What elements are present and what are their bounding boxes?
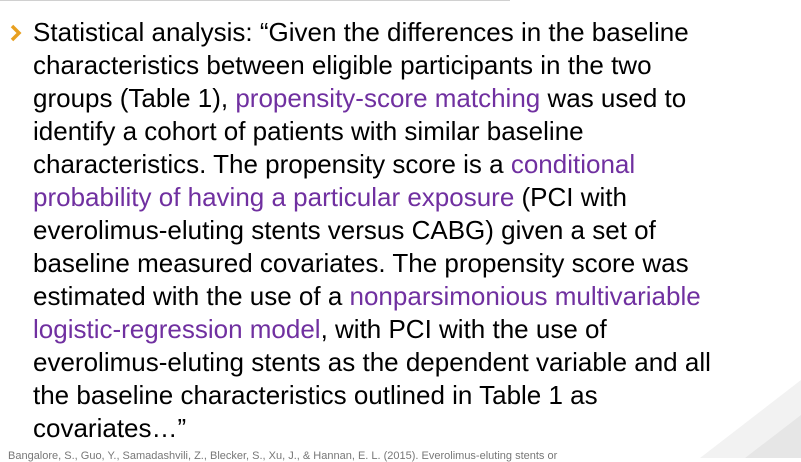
text-segment: conditional xyxy=(510,149,636,179)
text-segment: logistic-regression model xyxy=(33,314,321,344)
text-segment: probability of having a particular expos… xyxy=(33,182,515,212)
text-line: probability of having a particular expos… xyxy=(33,181,711,214)
text-segment: identify a cohort of patients with simil… xyxy=(33,116,584,146)
text-segment: Statistical analysis: “Given the differe… xyxy=(33,17,689,47)
text-segment: the baseline characteristics outlined in… xyxy=(33,380,598,410)
text-segment: groups (Table 1), xyxy=(33,83,236,113)
bullet-chevron xyxy=(10,24,22,42)
text-segment: was used to xyxy=(540,83,687,113)
text-segment: covariates…” xyxy=(33,413,187,443)
text-line: characteristics. The propensity score is… xyxy=(33,148,711,181)
footnote: Bangalore, S., Guo, Y., Samadashvili, Z.… xyxy=(8,450,558,462)
text-segment: nonparsimonious multivariable xyxy=(349,281,701,311)
text-segment: characteristics. The propensity score is… xyxy=(33,149,511,179)
text-line: everolimus-eluting stents versus CABG) g… xyxy=(33,214,711,247)
bullet-text: Statistical analysis: “Given the differe… xyxy=(33,16,711,445)
text-line: logistic-regression model, with PCI with… xyxy=(33,313,711,346)
text-line: Statistical analysis: “Given the differe… xyxy=(33,16,711,49)
text-segment: everolimus-eluting stents as the depende… xyxy=(33,347,711,377)
text-line: estimated with the use of a nonparsimoni… xyxy=(33,280,711,313)
text-line: the baseline characteristics outlined in… xyxy=(33,379,711,412)
text-segment: everolimus-eluting stents versus CABG) g… xyxy=(33,215,656,245)
text-line: identify a cohort of patients with simil… xyxy=(33,115,711,148)
text-segment: , with PCI with the use of xyxy=(320,314,607,344)
text-line: covariates…” xyxy=(33,412,711,445)
text-segment: propensity-score matching xyxy=(235,83,541,113)
text-line: everolimus-eluting stents as the depende… xyxy=(33,346,711,379)
text-segment: (PCI with xyxy=(514,182,627,212)
text-line: groups (Table 1), propensity-score match… xyxy=(33,82,711,115)
text-line: baseline measured covariates. The propen… xyxy=(33,247,711,280)
text-segment: baseline measured covariates. The propen… xyxy=(33,248,689,278)
text-segment: estimated with the use of a xyxy=(33,281,350,311)
text-line: characteristics between eligible partici… xyxy=(33,49,711,82)
text-segment: characteristics between eligible partici… xyxy=(33,50,652,80)
corner-shape xyxy=(745,415,801,458)
